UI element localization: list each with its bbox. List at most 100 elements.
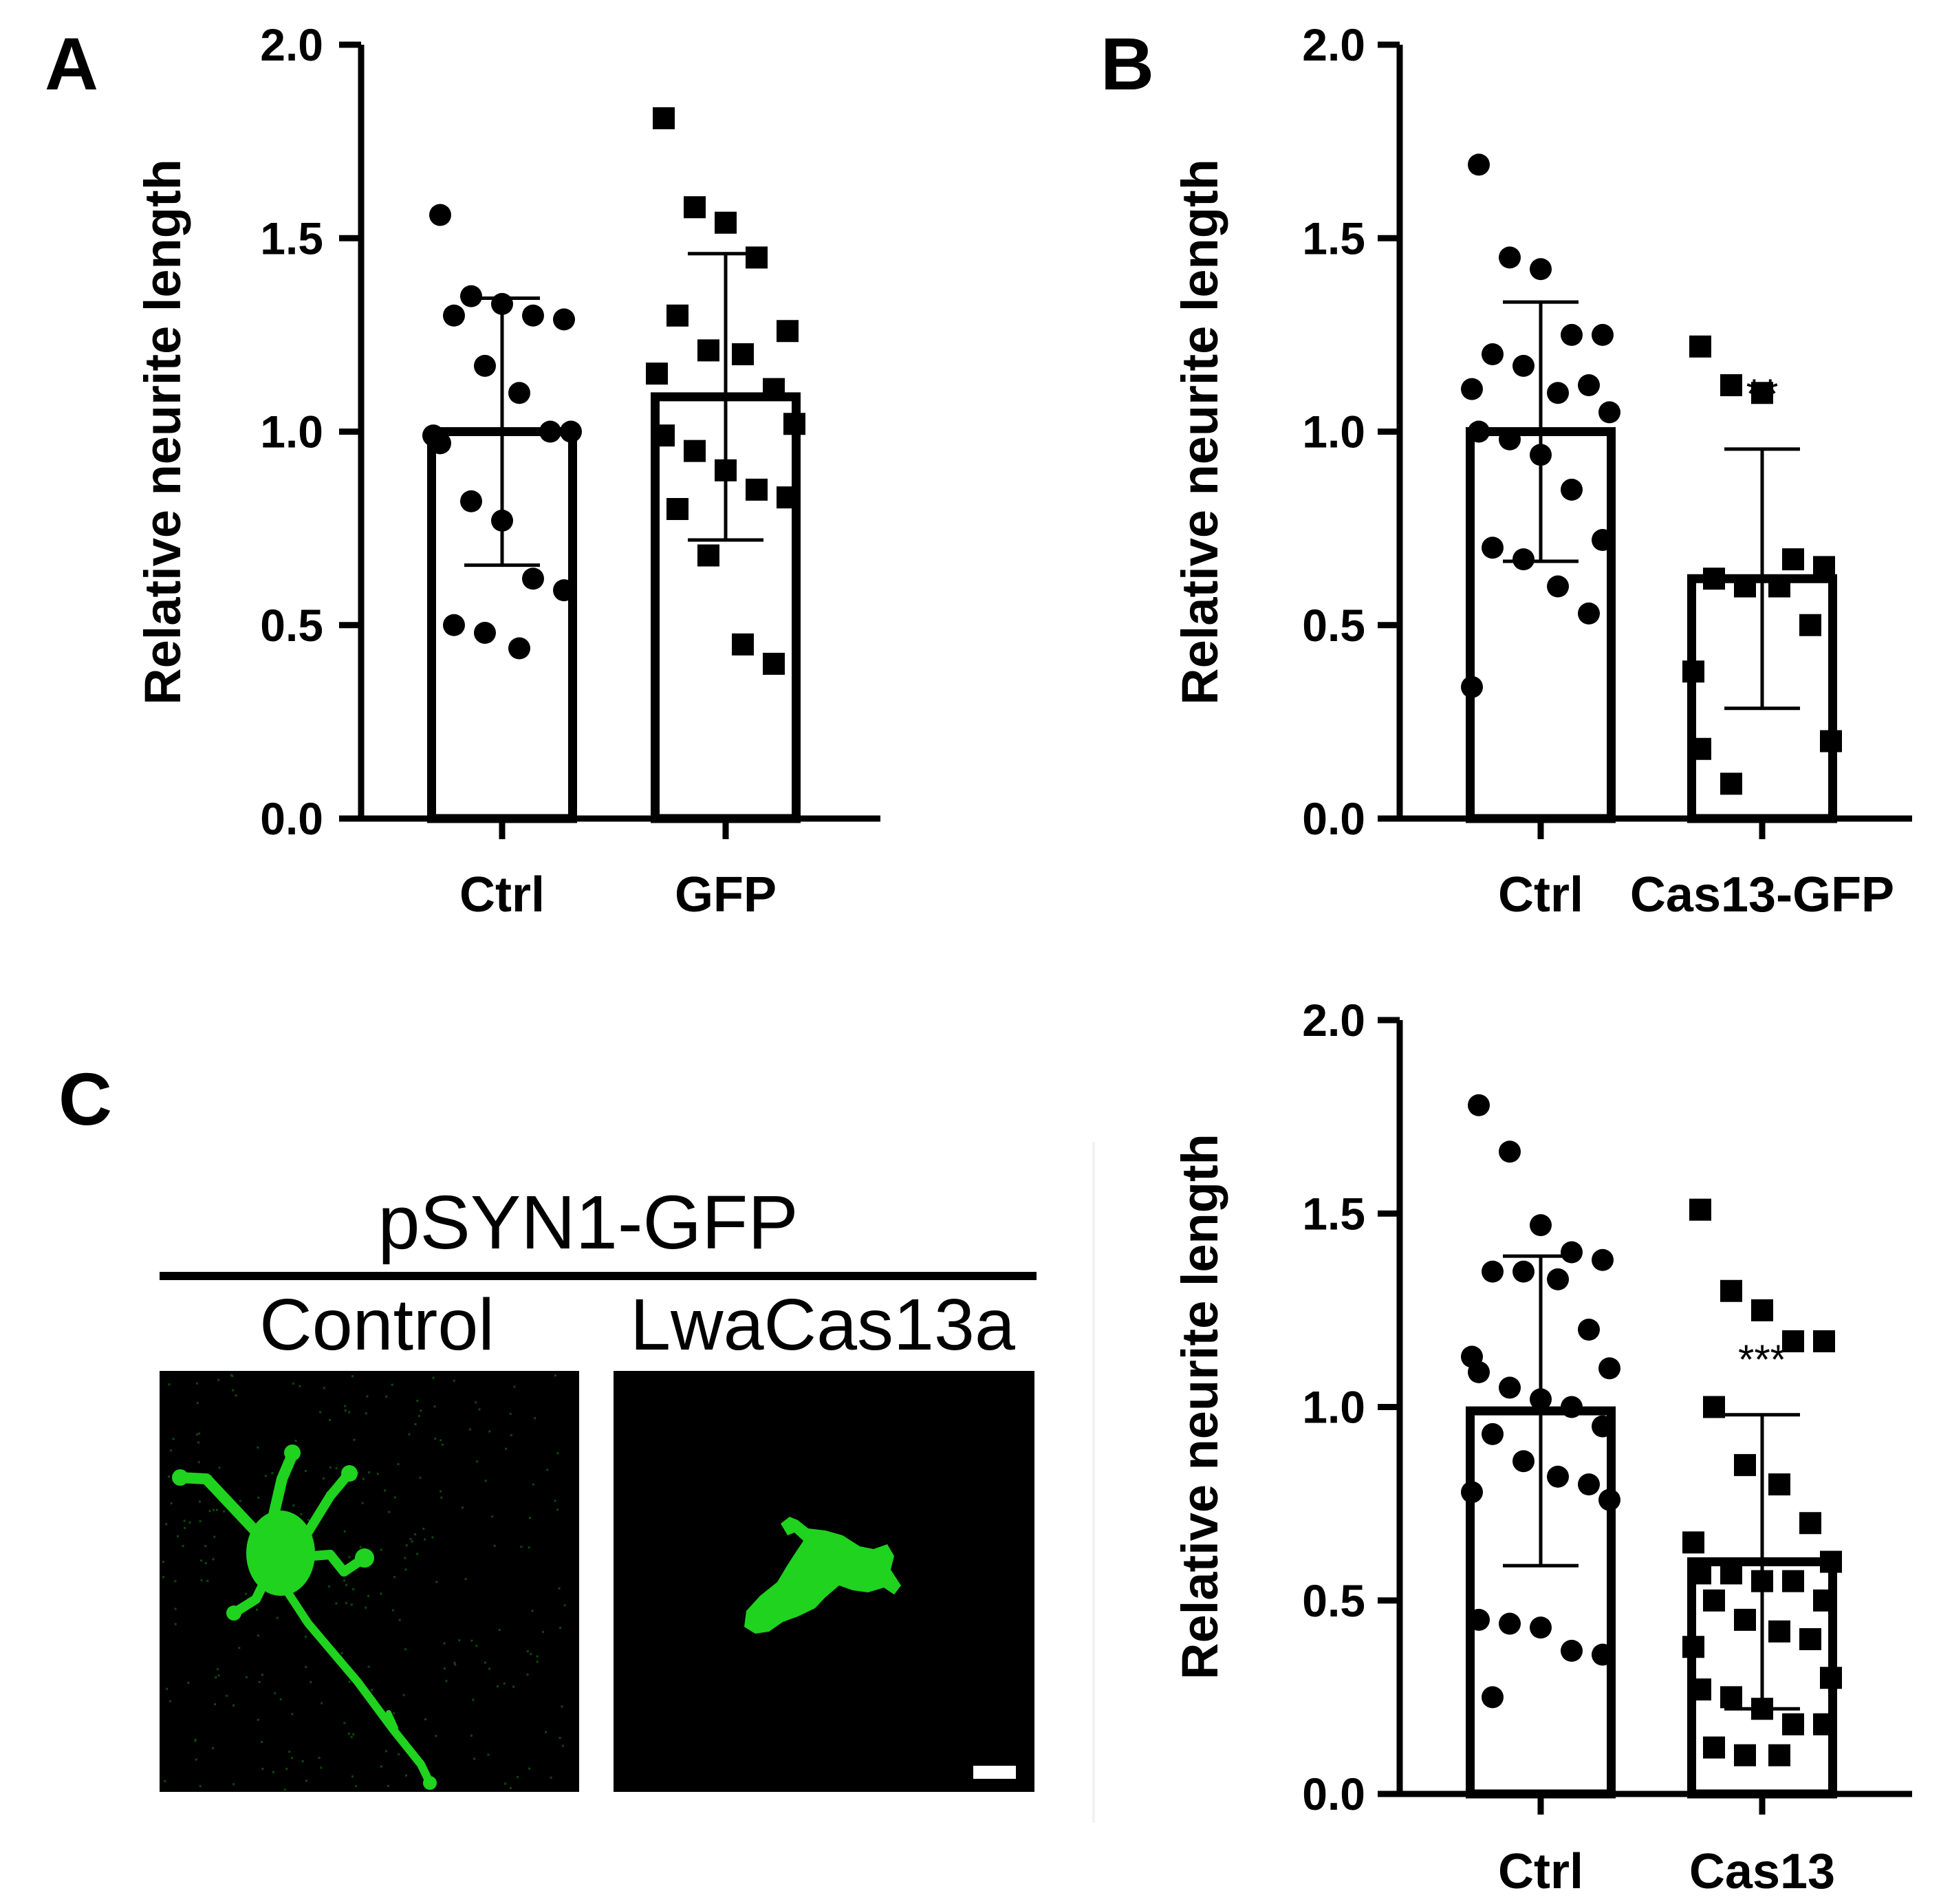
speckle [353, 1438, 356, 1441]
speckle [223, 1510, 226, 1513]
speckle [435, 1581, 438, 1583]
data-point [1782, 1330, 1804, 1352]
data-point [1592, 1643, 1614, 1666]
speckle [419, 1476, 422, 1479]
speckle [491, 1515, 494, 1518]
speckle [257, 1634, 259, 1637]
data-point [1499, 428, 1521, 451]
data-point [1530, 1214, 1552, 1237]
speckle [444, 1667, 446, 1670]
data-point [553, 308, 575, 331]
data-point [777, 320, 799, 343]
data-point [491, 509, 513, 532]
speckle [182, 1545, 184, 1547]
speckle [300, 1513, 303, 1515]
speckle [335, 1467, 338, 1469]
data-point [1689, 737, 1711, 760]
speckle [350, 1603, 353, 1606]
speckle [391, 1383, 393, 1386]
speckle [168, 1383, 171, 1386]
data-point [1530, 1388, 1552, 1411]
speckle [279, 1698, 282, 1700]
data-point [1530, 258, 1552, 281]
data-point [1703, 1589, 1725, 1612]
y-axis-label: Relative neurite length [134, 159, 191, 705]
speckle [368, 1471, 371, 1473]
data-point [1751, 1299, 1773, 1321]
data-point [684, 440, 706, 462]
speckle [217, 1668, 219, 1671]
data-point [1598, 1357, 1620, 1380]
speckle [345, 1601, 347, 1604]
speckle [361, 1502, 364, 1504]
speckle [388, 1511, 391, 1513]
speckle [199, 1785, 202, 1788]
speckle [177, 1535, 180, 1537]
speckle [261, 1768, 264, 1770]
data-point [746, 478, 768, 501]
speckle [440, 1490, 442, 1493]
speckle [343, 1579, 345, 1582]
speckle [558, 1587, 561, 1590]
speckle [554, 1374, 556, 1377]
data-point [697, 544, 719, 567]
data-point [1682, 1636, 1704, 1658]
y-tick-label: 0.5 [1302, 600, 1365, 651]
y-axis-label: Relative neurite length [1171, 159, 1228, 705]
speckle [461, 1506, 464, 1509]
speckle [509, 1412, 512, 1415]
data-point [1689, 1678, 1711, 1701]
data-point [1703, 1736, 1725, 1759]
speckle [546, 1469, 549, 1471]
speckle [256, 1608, 258, 1611]
data-point [1720, 1562, 1742, 1585]
data-point [1768, 575, 1790, 598]
y-tick-label: 0.0 [1302, 1768, 1365, 1819]
speckle [343, 1722, 346, 1724]
data-point [666, 304, 688, 327]
speckle [365, 1606, 367, 1609]
speckle [329, 1418, 331, 1421]
data-point [1499, 1612, 1521, 1635]
speckle [184, 1526, 186, 1529]
speckle [170, 1502, 173, 1505]
data-point [553, 579, 575, 602]
data-point [1461, 378, 1483, 400]
speckle [292, 1383, 294, 1385]
speckle [411, 1540, 413, 1543]
speckle [529, 1517, 531, 1519]
speckle [187, 1681, 190, 1684]
speckle [196, 1433, 198, 1436]
data-point [1482, 1686, 1504, 1709]
speckle [169, 1700, 171, 1702]
speckle [318, 1757, 321, 1760]
speckle [536, 1660, 539, 1663]
speckle [319, 1411, 322, 1414]
y-tick-label: 2.0 [260, 19, 323, 70]
data-point [1734, 1744, 1756, 1766]
speckle [470, 1639, 473, 1642]
data-point [1592, 323, 1614, 346]
speckle [199, 1520, 202, 1522]
speckle [510, 1786, 512, 1789]
speckle [197, 1441, 199, 1444]
speckle [164, 1780, 166, 1782]
y-tick-label: 1.5 [1302, 213, 1365, 263]
speckle [288, 1751, 291, 1753]
speckle [172, 1438, 175, 1440]
data-point [1482, 537, 1504, 559]
data-point [1734, 1453, 1756, 1476]
speckle [409, 1537, 412, 1540]
speckle [453, 1661, 456, 1664]
data-point [1820, 730, 1842, 753]
speckle [232, 1783, 235, 1786]
speckle [272, 1771, 274, 1773]
speckle [367, 1594, 369, 1597]
speckle [424, 1718, 427, 1720]
data-point [763, 653, 785, 675]
speckle [195, 1758, 197, 1761]
data-point [1468, 420, 1490, 443]
speckle [431, 1536, 434, 1539]
data-point [1720, 1686, 1742, 1709]
